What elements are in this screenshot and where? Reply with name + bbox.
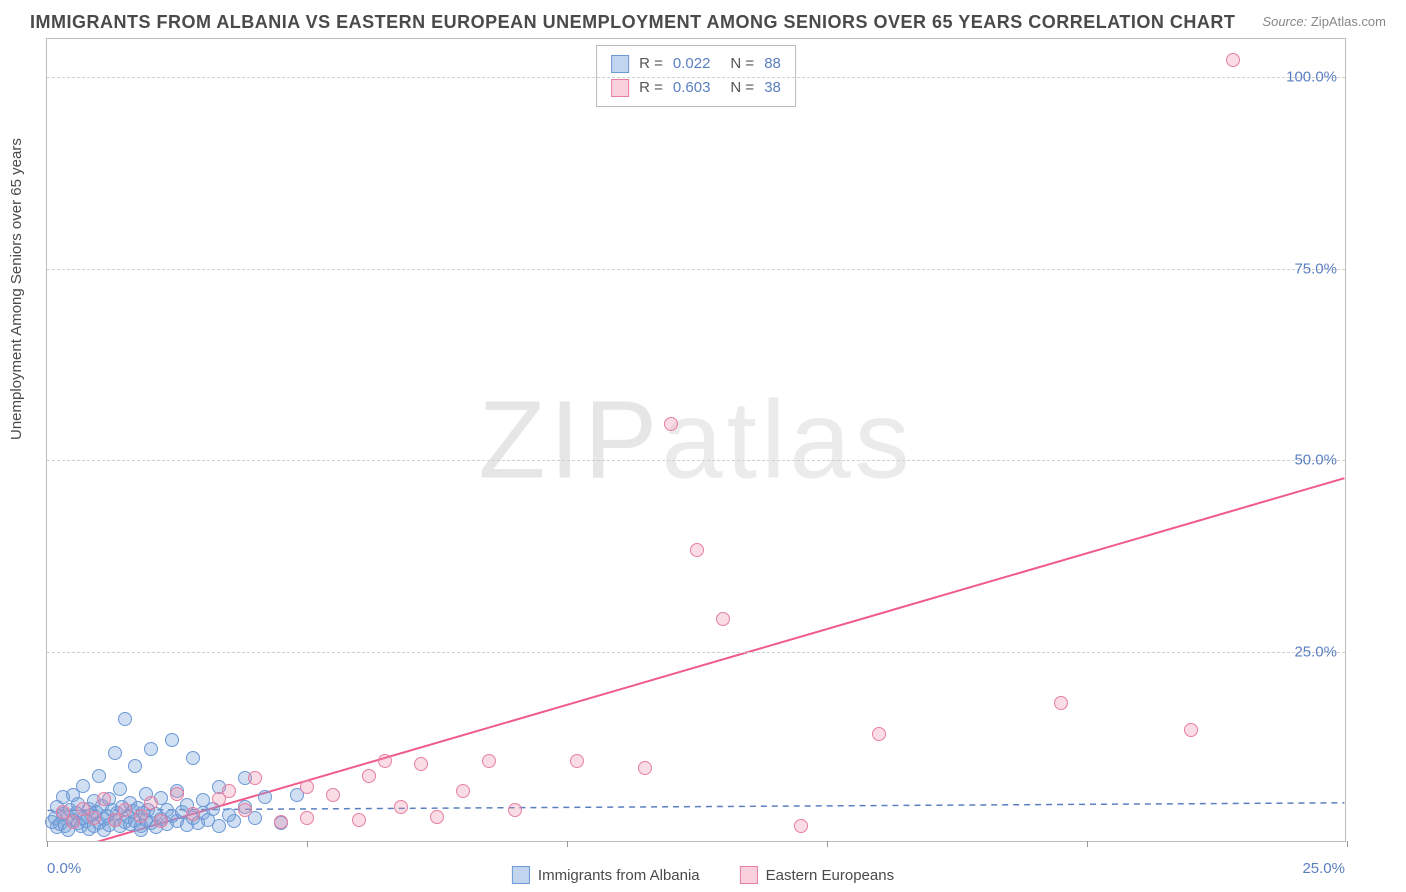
data-point-eastern [352,813,366,827]
x-axis-label-max: 25.0% [1302,860,1345,877]
data-point-eastern [66,815,80,829]
swatch-blue [611,55,629,73]
regression-lines [47,39,1345,841]
data-point-eastern [638,761,652,775]
data-point-eastern [326,788,340,802]
y-axis-label: Unemployment Among Seniors over 65 years [8,138,25,440]
data-point-eastern [1054,696,1068,710]
source-value: ZipAtlas.com [1311,14,1386,29]
x-axis-label-min: 0.0% [47,860,81,877]
legend-series: Immigrants from Albania Eastern European… [512,866,894,884]
y-tick-label: 50.0% [1294,452,1337,469]
data-point-eastern [378,754,392,768]
data-point-eastern [1184,723,1198,737]
data-point-eastern [482,754,496,768]
data-point-eastern [1226,53,1240,67]
legend-label-albania: Immigrants from Albania [538,867,700,884]
data-point-albania [113,782,127,796]
data-point-eastern [248,771,262,785]
data-point-eastern [394,800,408,814]
y-tick-label: 75.0% [1294,260,1337,277]
data-point-albania [92,769,106,783]
data-point-eastern [794,819,808,833]
legend-correlation: R = 0.022 N = 88 R = 0.603 N = 38 [596,45,796,107]
r-value-albania: 0.022 [673,52,711,76]
data-point-eastern [690,543,704,557]
n-value-eastern: 38 [764,76,781,100]
data-point-albania [118,712,132,726]
swatch-pink [740,866,758,884]
source-attribution: Source: ZipAtlas.com [1262,14,1386,29]
data-point-eastern [570,754,584,768]
gridline-h [47,652,1345,653]
data-point-eastern [97,792,111,806]
data-point-eastern [414,757,428,771]
n-label: N = [730,52,754,76]
legend-item-eastern: Eastern Europeans [740,866,894,884]
data-point-eastern [716,612,730,626]
data-point-albania [165,733,179,747]
x-tick-mark [1087,841,1088,847]
gridline-h [47,460,1345,461]
data-point-albania [76,779,90,793]
data-point-eastern [186,807,200,821]
chart-title: IMMIGRANTS FROM ALBANIA VS EASTERN EUROP… [30,12,1235,33]
data-point-albania [144,742,158,756]
legend-item-albania: Immigrants from Albania [512,866,700,884]
data-point-eastern [170,787,184,801]
scatter-chart: ZIPatlas R = 0.022 N = 88 R = 0.603 N = … [46,38,1346,842]
swatch-blue [512,866,530,884]
data-point-albania [186,751,200,765]
n-label: N = [730,76,754,100]
data-point-albania [108,746,122,760]
data-point-eastern [300,811,314,825]
data-point-eastern [144,796,158,810]
legend-row-eastern: R = 0.603 N = 38 [611,76,781,100]
r-label: R = [639,76,663,100]
data-point-eastern [300,780,314,794]
gridline-h [47,269,1345,270]
r-value-eastern: 0.603 [673,76,711,100]
data-point-albania [258,790,272,804]
watermark: ZIPatlas [478,377,913,504]
data-point-eastern [362,769,376,783]
swatch-pink [611,79,629,97]
data-point-eastern [872,727,886,741]
data-point-albania [212,819,226,833]
x-tick-mark [47,841,48,847]
data-point-eastern [508,803,522,817]
source-label: Source: [1262,14,1307,29]
data-point-albania [128,759,142,773]
legend-label-eastern: Eastern Europeans [766,867,894,884]
x-tick-mark [567,841,568,847]
x-tick-mark [1347,841,1348,847]
data-point-albania [227,814,241,828]
y-tick-label: 100.0% [1286,69,1337,86]
data-point-eastern [87,811,101,825]
x-tick-mark [307,841,308,847]
n-value-albania: 88 [764,52,781,76]
gridline-h [47,77,1345,78]
regression-line-eastern [48,478,1345,841]
legend-row-albania: R = 0.022 N = 88 [611,52,781,76]
r-label: R = [639,52,663,76]
data-point-eastern [154,814,168,828]
data-point-eastern [664,417,678,431]
data-point-eastern [274,815,288,829]
data-point-eastern [134,809,148,823]
y-tick-label: 25.0% [1294,643,1337,660]
data-point-eastern [456,784,470,798]
x-tick-mark [827,841,828,847]
data-point-eastern [430,810,444,824]
data-point-eastern [118,803,132,817]
data-point-eastern [222,784,236,798]
data-point-eastern [238,803,252,817]
